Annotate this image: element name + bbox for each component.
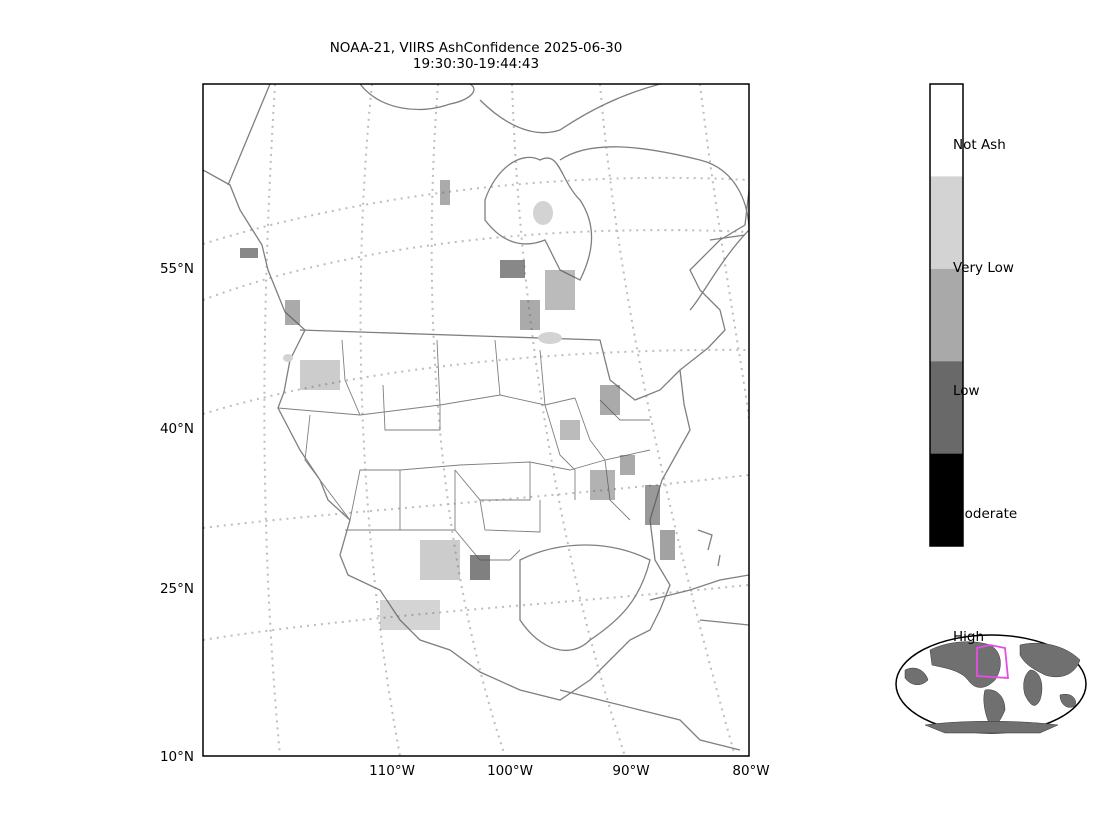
map-title: NOAA-21, VIIRS AshConfidence 2025-06-30 … (203, 40, 749, 72)
lat-label-55n: 55°N (159, 261, 194, 277)
lat-label-40n: 40°N (159, 421, 194, 437)
colorbar-label-low: Low (953, 383, 980, 399)
lon-label-80w: 80°W (732, 763, 770, 779)
colorbar-segment-moderate (930, 361, 963, 454)
colorbar (929, 83, 964, 547)
title-line-2: 19:30:30-19:44:43 (412, 56, 540, 72)
colorbar-segment-very-low (930, 176, 963, 269)
inset-extent-box (976, 644, 1010, 679)
colorbar-label-not-ash: Not Ash (953, 137, 1006, 153)
coastlines (203, 84, 749, 751)
colorbar-segment-high (930, 453, 963, 546)
colorbar-segment-not-ash (930, 84, 963, 177)
lat-label-10n: 10°N (159, 749, 194, 765)
inset-globe (895, 634, 1087, 734)
colorbar-segment-low (930, 268, 963, 362)
graticule (203, 84, 749, 756)
lon-label-100w: 100°W (487, 763, 533, 779)
colorbar-label-very-low: Very Low (953, 260, 1014, 276)
map-area (203, 84, 749, 756)
lon-label-110w: 110°W (369, 763, 415, 779)
lon-label-90w: 90°W (612, 763, 650, 779)
map-frame (202, 83, 750, 757)
colorbar-label-moderate: Moderate (953, 506, 1018, 522)
ash-very-low-pixels (283, 201, 562, 362)
title-line-1: NOAA-21, VIIRS AshConfidence 2025-06-30 (329, 40, 623, 56)
colorbar-frame (929, 83, 964, 547)
colorbar-label-high: High (953, 629, 985, 645)
borders (277, 339, 651, 561)
lat-label-25n: 25°N (159, 581, 194, 597)
ash-confidence-pixels (240, 180, 675, 630)
